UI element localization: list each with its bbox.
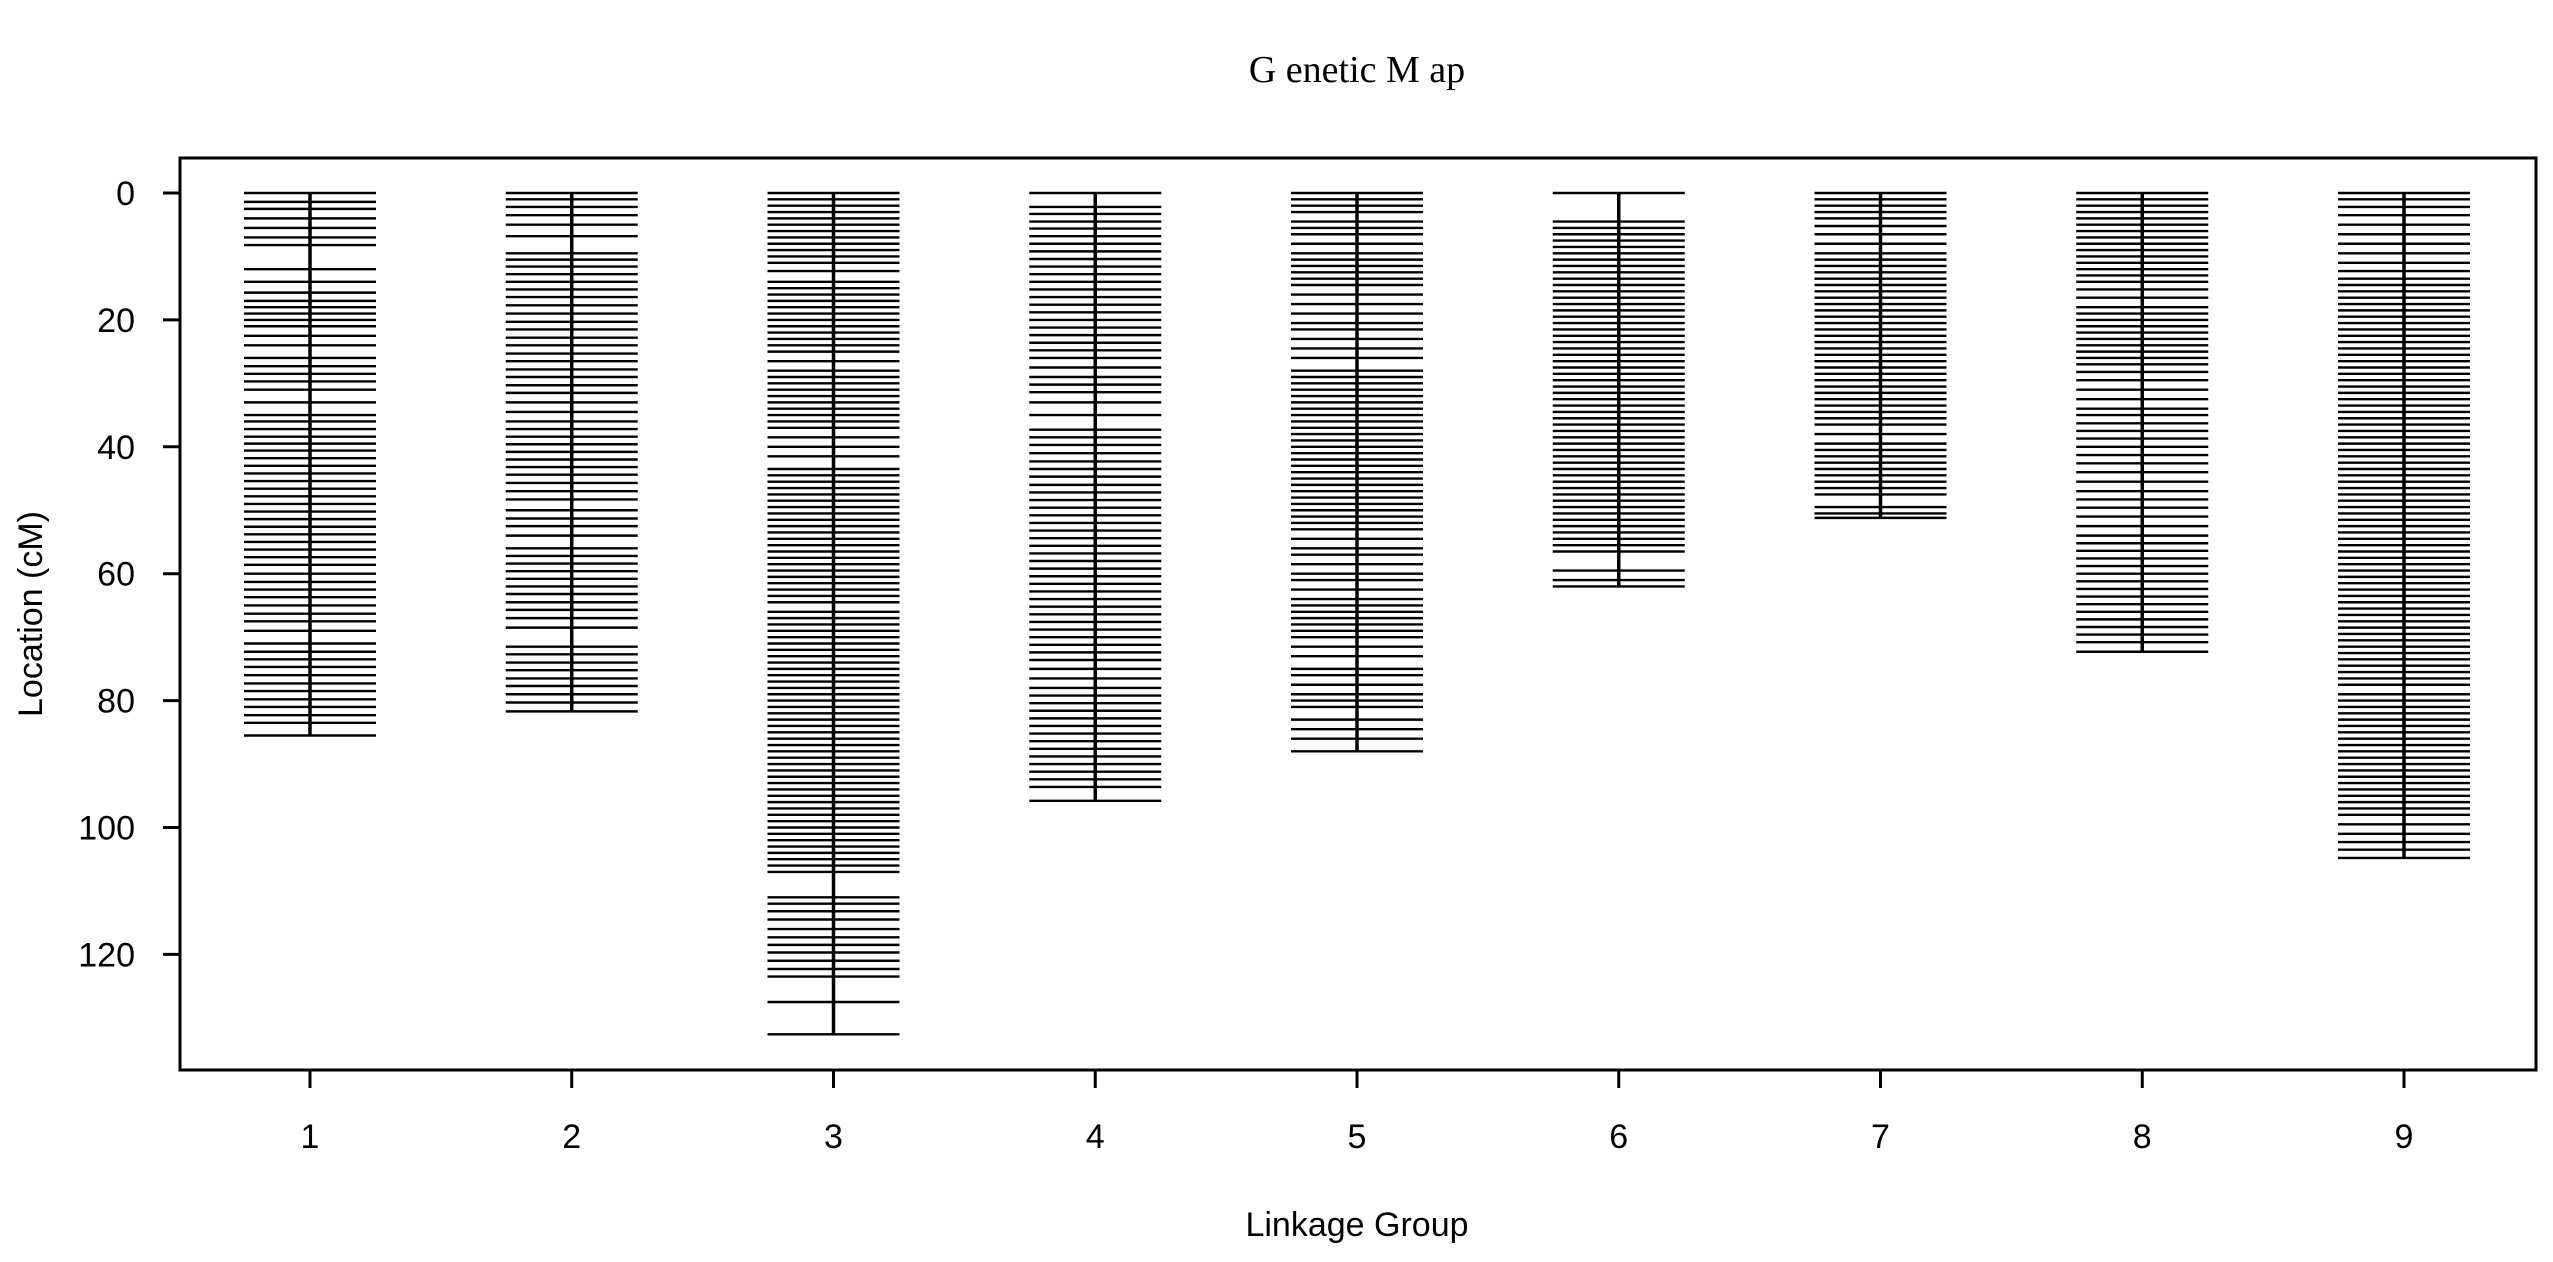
x-axis-label: Linkage Group <box>1245 1206 1468 1244</box>
x-tick-label: 3 <box>824 1118 843 1156</box>
x-tick-label: 2 <box>562 1118 581 1156</box>
y-tick-label: 40 <box>97 429 135 467</box>
y-axis: 0 20 40 60 80 100 120 <box>78 175 180 974</box>
linkage-group-3 <box>767 191 900 1036</box>
y-tick-label: 60 <box>97 556 135 594</box>
linkage-group-9 <box>2338 191 2470 860</box>
x-tick-label: 4 <box>1086 1118 1105 1156</box>
x-tick-label: 7 <box>1871 1118 1890 1156</box>
x-tick-label: 9 <box>2395 1118 2414 1156</box>
linkage-group-7 <box>1814 191 1947 520</box>
y-tick-label: 20 <box>97 302 135 340</box>
linkage-group-5 <box>1291 191 1423 753</box>
linkage-group-6 <box>1552 191 1685 588</box>
y-axis-label: Location (cM) <box>12 511 50 717</box>
y-tick-label: 80 <box>97 683 135 721</box>
linkage-group-2 <box>505 191 638 713</box>
y-tick-label: 120 <box>78 936 135 974</box>
linkage-group-4 <box>1029 191 1162 803</box>
x-tick-label: 5 <box>1348 1118 1367 1156</box>
x-axis: 1 2 3 4 5 6 7 8 9 <box>301 1070 2414 1156</box>
linkage-group-8 <box>2076 191 2209 653</box>
linkage-group-1 <box>244 191 376 737</box>
y-tick-label: 100 <box>78 810 135 848</box>
linkage-groups <box>244 191 2470 1036</box>
x-tick-label: 8 <box>2133 1118 2152 1156</box>
x-tick-label: 6 <box>1609 1118 1628 1156</box>
x-tick-label: 1 <box>301 1118 320 1156</box>
chart-title: G enetic M ap <box>1249 49 1465 91</box>
y-tick-label: 0 <box>116 175 135 213</box>
